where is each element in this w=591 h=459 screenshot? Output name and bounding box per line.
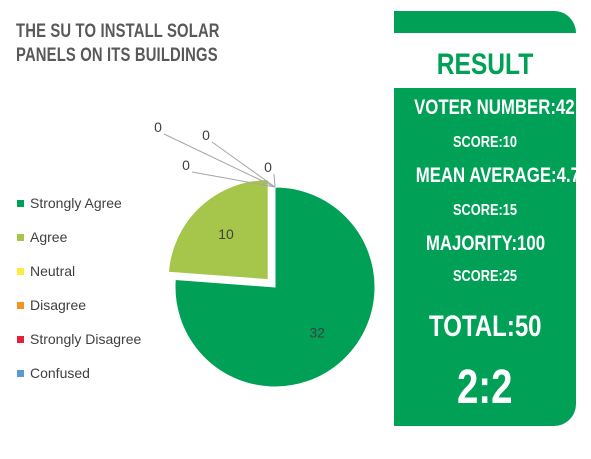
mean-average: MEAN AVERAGE:4.76 — [415, 164, 590, 187]
legend-swatch — [17, 301, 24, 309]
chart-legend: Strongly Agree Agree Neutral Disagree Strong… — [17, 186, 141, 390]
data-label-disagree: 0 — [202, 127, 210, 143]
data-label-neutral: 0 — [154, 119, 162, 135]
legend-swatch — [17, 199, 24, 207]
legend-label: Agree — [30, 229, 68, 245]
total: TOTAL:50 — [428, 310, 542, 343]
data-label-confused: 0 — [264, 159, 272, 175]
pie-slice-strongly-agree — [174, 186, 376, 388]
score-voter: SCORE:10 — [452, 134, 518, 151]
voter-number: VOTER NUMBER:42 — [414, 96, 575, 119]
score-majority: SCORE:25 — [452, 268, 518, 285]
result-body: VOTER NUMBER:42 SCORE:10 MEAN AVERAGE:4.… — [394, 88, 589, 426]
legend-swatch — [17, 369, 24, 377]
chart-title: THE SU TO INSTALL SOLAR PANELS ON ITS BU… — [16, 21, 220, 66]
result-heading: RESULT — [436, 48, 534, 81]
data-label-strongly-disagree: 0 — [182, 157, 190, 173]
legend-label: Strongly Disagree — [30, 331, 142, 347]
data-label-strongly-agree: 32 — [309, 324, 325, 340]
legend-label: Disagree — [30, 297, 87, 313]
leader-line-confused — [273, 173, 276, 188]
legend-item-disagree: Disagree — [17, 288, 141, 322]
legend-item-agree: Agree — [17, 220, 141, 254]
legend-swatch — [17, 233, 24, 241]
pie-slice-agree — [167, 179, 269, 281]
legend-item-neutral: Neutral — [17, 254, 141, 288]
legend-item-strongly-disagree: Strongly Disagree — [17, 322, 141, 356]
majority: MAJORITY:100 — [425, 232, 545, 255]
legend-label: Confused — [30, 365, 90, 381]
legend-swatch — [17, 267, 24, 275]
result-panel-top-bar — [394, 11, 576, 33]
legend-swatch — [17, 335, 24, 343]
leader-line-neutral — [163, 133, 276, 188]
legend-label: Strongly Agree — [30, 195, 122, 211]
legend-item-confused: Confused — [17, 356, 141, 390]
legend-item-strongly-agree: Strongly Agree — [17, 186, 141, 220]
leader-line-strongly-disagree — [191, 171, 276, 188]
leader-line-disagree — [211, 141, 276, 188]
result-panel: RESULT VOTER NUMBER:42 SCORE:10 MEAN AVE… — [394, 40, 589, 426]
ratio: 2:2 — [457, 361, 513, 414]
data-label-agree: 10 — [218, 226, 234, 242]
legend-label: Neutral — [30, 263, 76, 279]
score-mean: SCORE:15 — [452, 202, 518, 219]
